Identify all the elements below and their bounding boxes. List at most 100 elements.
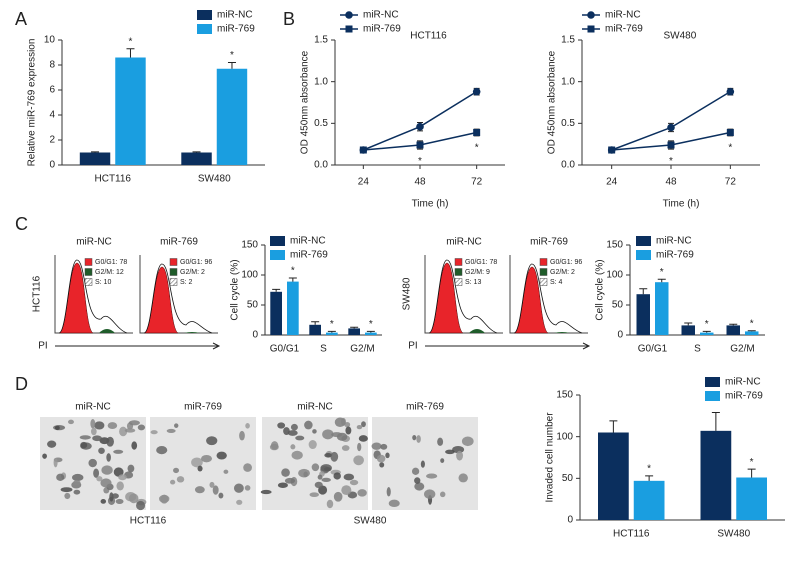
y-axis-label: OD 450nm absorbance bbox=[547, 50, 558, 154]
x-tick-label: HCT116 bbox=[613, 529, 650, 540]
image-label: miR-769 bbox=[184, 402, 222, 413]
error-bar bbox=[272, 288, 281, 292]
cell bbox=[290, 444, 296, 450]
cell bbox=[119, 426, 128, 437]
legend-label: miR-769 bbox=[290, 250, 328, 261]
legend-label: G0/G1: 78 bbox=[465, 259, 497, 266]
cell bbox=[170, 479, 176, 485]
cell bbox=[53, 457, 58, 468]
cell bbox=[309, 492, 319, 498]
point bbox=[416, 141, 424, 149]
legend-label: G2/M: 9 bbox=[465, 269, 490, 276]
cell bbox=[216, 451, 227, 460]
histogram-outline bbox=[58, 259, 128, 334]
significance: * bbox=[475, 142, 479, 153]
cell bbox=[106, 453, 111, 462]
significance: * bbox=[418, 156, 422, 167]
bar bbox=[348, 328, 360, 335]
cell bbox=[461, 436, 474, 447]
cell bbox=[72, 473, 84, 482]
cell bbox=[93, 468, 100, 478]
legend-label: miR-769 bbox=[363, 24, 401, 35]
cell bbox=[128, 493, 139, 504]
error-bar bbox=[639, 288, 648, 295]
cell bbox=[218, 492, 224, 499]
cell bbox=[426, 473, 438, 479]
image-label: miR-NC bbox=[75, 402, 111, 413]
cell bbox=[445, 449, 455, 455]
error-bar bbox=[702, 330, 711, 333]
cell bbox=[209, 481, 215, 488]
legend-label: miR-NC bbox=[656, 236, 692, 247]
y-axis-label: OD 450nm absorbance bbox=[300, 50, 311, 154]
cell bbox=[380, 443, 388, 450]
legend-label: miR-NC bbox=[217, 10, 253, 21]
cell bbox=[239, 430, 245, 441]
cell bbox=[243, 463, 252, 472]
cell bbox=[128, 420, 140, 426]
cell bbox=[341, 417, 346, 426]
significance: * bbox=[728, 142, 732, 153]
cell-line-label: SW480 bbox=[354, 516, 387, 527]
cell bbox=[414, 477, 421, 484]
error-bar bbox=[311, 321, 320, 325]
cell bbox=[437, 437, 444, 446]
sample-title: miR-769 bbox=[160, 237, 198, 248]
y-tick-label: 2 bbox=[49, 135, 55, 146]
bar bbox=[655, 282, 669, 335]
cell bbox=[416, 435, 421, 443]
histogram-outline bbox=[513, 263, 583, 334]
legend-swatch bbox=[169, 268, 178, 276]
cell bbox=[124, 428, 136, 433]
significance: * bbox=[647, 463, 651, 474]
significance: * bbox=[660, 267, 664, 278]
cell bbox=[414, 482, 425, 491]
legend-swatch bbox=[539, 268, 548, 276]
cell bbox=[160, 494, 169, 504]
axis-arrow bbox=[425, 342, 591, 350]
cell bbox=[73, 489, 81, 495]
cell bbox=[100, 498, 107, 504]
cell bbox=[67, 419, 74, 425]
histogram-outline bbox=[428, 259, 498, 334]
cell bbox=[60, 487, 73, 493]
cell bbox=[376, 454, 386, 463]
bar bbox=[598, 432, 629, 520]
point bbox=[416, 122, 424, 131]
x-tick-label: 48 bbox=[665, 177, 677, 188]
cell bbox=[94, 421, 105, 430]
y-tick-label: 0.0 bbox=[314, 160, 328, 171]
significance: * bbox=[330, 319, 334, 330]
cell bbox=[201, 454, 213, 463]
cell bbox=[291, 450, 303, 460]
cell bbox=[308, 439, 317, 450]
cell bbox=[330, 451, 339, 462]
x-tick-label: G0/G1 bbox=[638, 344, 668, 355]
cell bbox=[357, 489, 367, 497]
y-tick-label: 100 bbox=[606, 270, 623, 281]
cell bbox=[424, 489, 436, 499]
y-tick-label: 10 bbox=[44, 35, 56, 46]
bar bbox=[726, 325, 740, 335]
error-bar bbox=[711, 412, 720, 431]
legend-label: G2/M: 2 bbox=[550, 269, 575, 276]
bar bbox=[326, 332, 338, 335]
cell bbox=[174, 423, 179, 428]
y-tick-label: 100 bbox=[241, 270, 258, 281]
cell bbox=[91, 427, 97, 436]
cell bbox=[357, 442, 362, 452]
cell bbox=[326, 499, 334, 509]
legend-swatch bbox=[636, 236, 651, 246]
legend-swatch bbox=[84, 268, 93, 276]
bar bbox=[700, 430, 732, 520]
cell bbox=[311, 463, 320, 472]
legend-swatch bbox=[270, 250, 285, 260]
y-tick-label: 150 bbox=[556, 390, 573, 401]
cell bbox=[233, 483, 244, 493]
cell bbox=[281, 468, 290, 477]
sample-title: miR-769 bbox=[530, 237, 568, 248]
cell bbox=[113, 449, 124, 454]
cell bbox=[412, 434, 417, 441]
error-bar bbox=[288, 277, 297, 282]
